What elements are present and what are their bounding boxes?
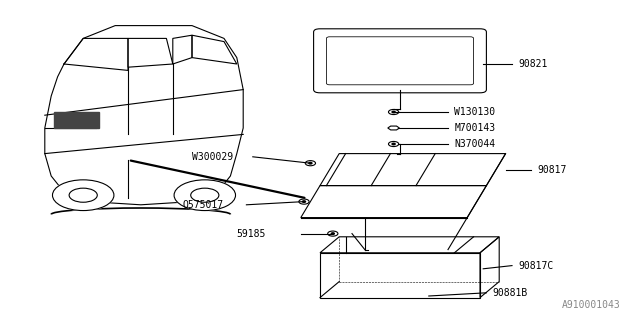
Text: 90881B: 90881B bbox=[493, 288, 528, 298]
Text: 59185: 59185 bbox=[237, 228, 266, 239]
Bar bbox=[320, 253, 480, 298]
Bar bbox=[54, 112, 99, 128]
Circle shape bbox=[309, 163, 312, 164]
Text: W300029: W300029 bbox=[192, 152, 233, 162]
Text: A910001043: A910001043 bbox=[562, 300, 621, 310]
Text: 90817C: 90817C bbox=[518, 260, 554, 271]
Text: 90817: 90817 bbox=[538, 164, 567, 175]
Text: W130130: W130130 bbox=[454, 107, 495, 117]
Text: M700143: M700143 bbox=[454, 123, 495, 133]
Text: 90821: 90821 bbox=[518, 59, 548, 69]
Circle shape bbox=[303, 201, 305, 202]
Circle shape bbox=[52, 180, 114, 211]
Circle shape bbox=[332, 233, 334, 234]
Text: N370044: N370044 bbox=[454, 139, 495, 149]
Circle shape bbox=[174, 180, 236, 211]
Circle shape bbox=[392, 143, 395, 145]
Text: Q575017: Q575017 bbox=[182, 200, 223, 210]
Circle shape bbox=[392, 111, 395, 113]
